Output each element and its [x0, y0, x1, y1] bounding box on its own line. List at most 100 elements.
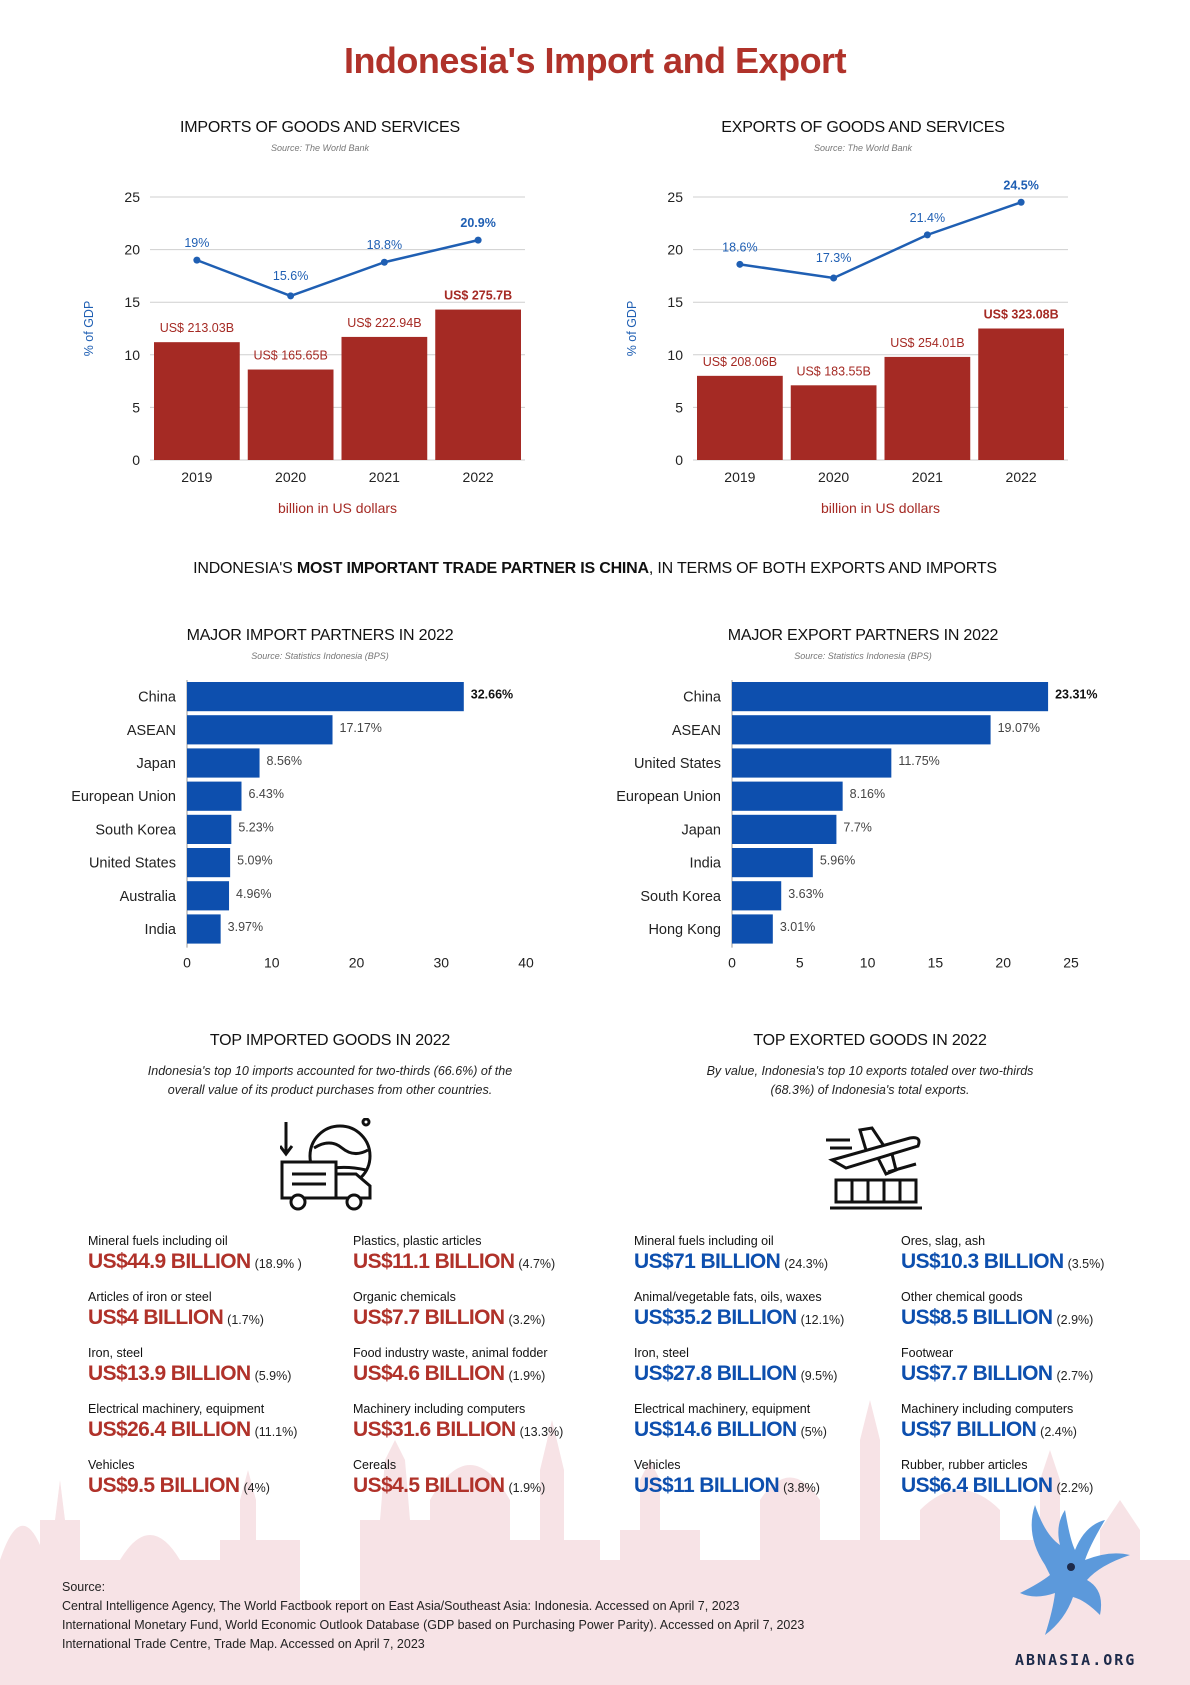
category-label: China	[138, 690, 177, 706]
goods-value-percent: (1.7%)	[227, 1313, 264, 1327]
category-label: ASEAN	[672, 723, 721, 739]
goods-value-percent: (4.7%)	[518, 1257, 556, 1271]
bar-2021	[341, 336, 428, 460]
category-label: South Korea	[640, 889, 722, 905]
gdp-percent-label: 20.9%	[460, 216, 495, 230]
gdp-percent-label: 15.6%	[273, 269, 308, 283]
x-tick-label: 10	[860, 955, 876, 971]
bar-2019	[154, 342, 240, 460]
bar-value-label: 3.97%	[228, 920, 263, 934]
goods-value: US$7.7 BILLION (3.2%)	[353, 1305, 613, 1333]
goods-item: Articles of iron or steel US$4 BILLION (1.…	[88, 1289, 348, 1333]
x-tick-label: 2019	[181, 469, 212, 485]
goods-item: Vehicles US$11 BILLION (3.8%)	[634, 1457, 894, 1501]
gdp-percent-label: 24.5%	[1003, 178, 1038, 192]
goods-name: Ores, slag, ash	[901, 1234, 986, 1248]
import-partners-title: MAJOR IMPORT PARTNERS IN 2022	[186, 627, 454, 644]
goods-value-amount: US$35.2 BILLION	[634, 1306, 797, 1329]
bar-china	[732, 682, 1049, 712]
goods-value-amount: US$4 BILLION	[88, 1306, 224, 1329]
y-tick-label: 10	[667, 347, 683, 363]
goods-value: US$7.7 BILLION (2.7%)	[901, 1361, 1161, 1389]
goods-value-amount: US$7.7 BILLION	[353, 1306, 505, 1329]
export-partners-title: MAJOR EXPORT PARTNERS IN 2022	[727, 627, 999, 644]
bar-value-label: 32.66%	[471, 688, 513, 702]
goods-value-percent: (2.4%)	[1040, 1425, 1077, 1439]
goods-item: Vehicles US$9.5 BILLION (4%)	[88, 1457, 348, 1501]
goods-value-percent: (12.1%)	[800, 1313, 845, 1327]
goods-name: Footwear	[901, 1346, 954, 1360]
goods-value-percent: (11.1%)	[254, 1425, 298, 1439]
bar-japan	[732, 814, 837, 844]
goods-name: Mineral fuels including oil	[634, 1234, 774, 1248]
x-tick-label: 30	[433, 955, 449, 971]
y-tick-label: 5	[132, 399, 140, 415]
goods-name: Organic chemicals	[353, 1290, 456, 1304]
bar-china	[187, 682, 464, 712]
goods-name: Vehicles	[634, 1458, 681, 1472]
bar-value-label: 7.7%	[843, 820, 872, 834]
x-tick-label: 2019	[724, 469, 755, 485]
export-plane-cargo-icon	[826, 1126, 922, 1210]
import-partners-source: Source: Statistics Indonesia (BPS)	[251, 651, 389, 661]
goods-item: Plastics, plastic articles US$11.1 BILLIO…	[353, 1233, 613, 1277]
goods-item: Electrical machinery, equipment US$14.6 B…	[634, 1401, 894, 1445]
goods-value-percent: (24.3%)	[784, 1257, 829, 1271]
y-axis-label: % of GDP	[625, 301, 639, 357]
bar-2021	[884, 356, 971, 460]
goods-value-amount: US$11 BILLION	[634, 1474, 780, 1497]
y-tick-label: 10	[124, 347, 140, 363]
goods-value: US$4 BILLION (1.7%)	[88, 1305, 348, 1333]
goods-value: US$6.4 BILLION (2.2%)	[901, 1473, 1161, 1501]
goods-name: Iron, steel	[634, 1346, 689, 1360]
y-tick-label: 0	[132, 452, 140, 468]
goods-value-percent: (3.8%)	[783, 1481, 820, 1495]
bar-united-states	[187, 848, 231, 878]
bar-value-label: 3.63%	[788, 887, 823, 901]
category-label: United States	[89, 856, 176, 872]
goods-value: US$14.6 BILLION (5%)	[634, 1417, 894, 1445]
goods-value: US$44.9 BILLION (18.9% )	[88, 1249, 348, 1277]
category-label: China	[683, 690, 722, 706]
exports-combo-chart: 0 5 10 15 20 25 US$ 208.06B 2019 US$ 183.55B 2020…	[625, 178, 1068, 516]
goods-name: Rubber, rubber articles	[901, 1458, 1028, 1472]
imported-goods-desc-line1: Indonesia's top 10 imports accounted for…	[147, 1064, 513, 1078]
sources-block: Source: Central Intelligence Agency, The…	[62, 1578, 804, 1654]
bar-value-label: 5.23%	[238, 820, 273, 834]
goods-value-percent: (5%)	[800, 1425, 827, 1439]
x-tick-label: 2020	[818, 469, 849, 485]
gdp-percent-point	[380, 258, 388, 266]
bar-asean	[732, 715, 991, 745]
category-label: Hong Kong	[648, 922, 721, 938]
goods-value-percent: (2.2%)	[1056, 1481, 1094, 1495]
goods-value-amount: US$9.5 BILLION	[88, 1474, 240, 1497]
x-tick-label: 20	[349, 955, 365, 971]
goods-name: Electrical machinery, equipment	[88, 1402, 265, 1416]
bar-value-label: US$ 183.55B	[796, 364, 870, 378]
category-label: United States	[634, 756, 721, 772]
gdp-percent-label: 18.6%	[722, 240, 757, 254]
goods-value: US$4.5 BILLION (1.9%)	[353, 1473, 613, 1501]
imported-goods-desc: Indonesia's top 10 imports accounted for…	[90, 1062, 570, 1100]
goods-value-percent: (3.2%)	[508, 1313, 546, 1327]
exports-chart-title: EXPORTS OF GOODS AND SERVICES	[721, 119, 1005, 136]
goods-value: US$7 BILLION (2.4%)	[901, 1417, 1161, 1445]
gdp-percent-point	[923, 231, 931, 239]
imports-chart-title: IMPORTS OF GOODS AND SERVICES	[180, 119, 460, 136]
goods-item: Mineral fuels including oil US$71 BILLION…	[634, 1233, 894, 1277]
goods-name: Mineral fuels including oil	[88, 1234, 228, 1248]
goods-value: US$13.9 BILLION (5.9%)	[88, 1361, 348, 1389]
bar-japan	[187, 748, 260, 778]
garuda-logo-icon	[1020, 1505, 1130, 1635]
x-axis-label: billion in US dollars	[821, 500, 940, 516]
exports-chart-source: Source: The World Bank	[813, 143, 913, 153]
bar-hong-kong	[732, 914, 773, 944]
goods-name: Cereals	[353, 1458, 397, 1472]
goods-item: Footwear US$7.7 BILLION (2.7%)	[901, 1345, 1161, 1389]
x-tick-label: 5	[796, 955, 804, 971]
y-tick-label: 5	[675, 399, 683, 415]
y-tick-label: 0	[675, 452, 683, 468]
exported-goods-desc-line2: (68.3%) of Indonesia's total exports.	[770, 1083, 970, 1097]
goods-name: Electrical machinery, equipment	[634, 1402, 811, 1416]
goods-item: Mineral fuels including oil US$44.9 BILLI…	[88, 1233, 348, 1277]
